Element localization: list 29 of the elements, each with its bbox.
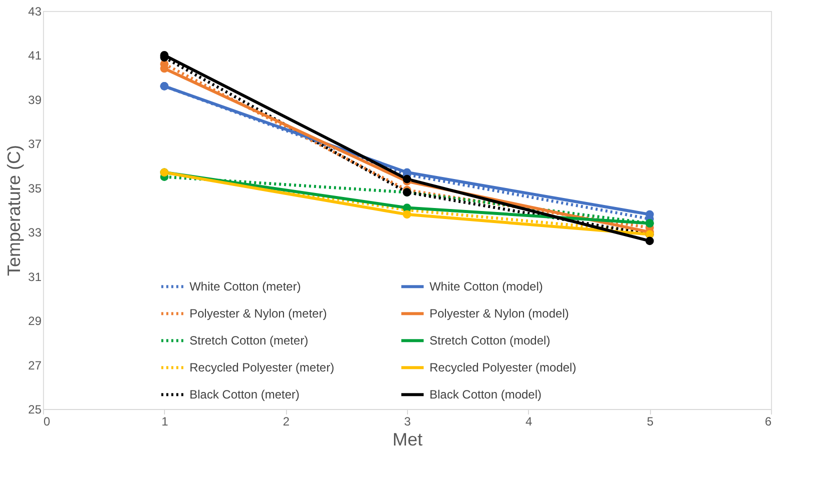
x-tick-label: 3 [404,414,412,428]
legend-label: Polyester & Nylon (meter) [189,306,327,321]
x-tick-label: 5 [646,414,654,428]
y-axis-title: Temperature (C) [4,144,24,276]
x-tick-label: 4 [525,414,532,428]
y-tick-label: 27 [28,358,42,372]
x-tick-label: 2 [282,414,290,428]
legend-label: White Cotton (model) [429,280,543,294]
y-tick-label: 43 [28,4,42,18]
legend-label: Black Cotton (meter) [189,388,300,402]
y-tick-label: 31 [28,270,42,284]
y-tick-label: 37 [28,137,42,152]
x-axis-title: Met [392,430,423,450]
y-tick-label: 35 [28,181,42,196]
y-tick-label: 25 [28,402,42,416]
y-tick-label: 29 [28,314,42,328]
legend-label: Recycled Polyester (model) [429,360,576,375]
y-tick-label: 41 [28,48,42,63]
x-tick-label: 0 [44,414,50,428]
x-tick-label: 1 [161,414,168,428]
legend-label: White Cotton (meter) [189,280,301,294]
legend-label: Stretch Cotton (meter) [189,334,308,348]
legend-label: Stretch Cotton (model) [429,334,550,348]
legend-label: Black Cotton (model) [429,388,542,402]
y-tick-label: 33 [28,226,42,240]
y-tick-label: 39 [28,92,42,107]
legend-label: Recycled Polyester (meter) [189,360,334,375]
x-tick-label: 6 [764,414,772,428]
legend-label: Polyester & Nylon (model) [429,306,569,321]
